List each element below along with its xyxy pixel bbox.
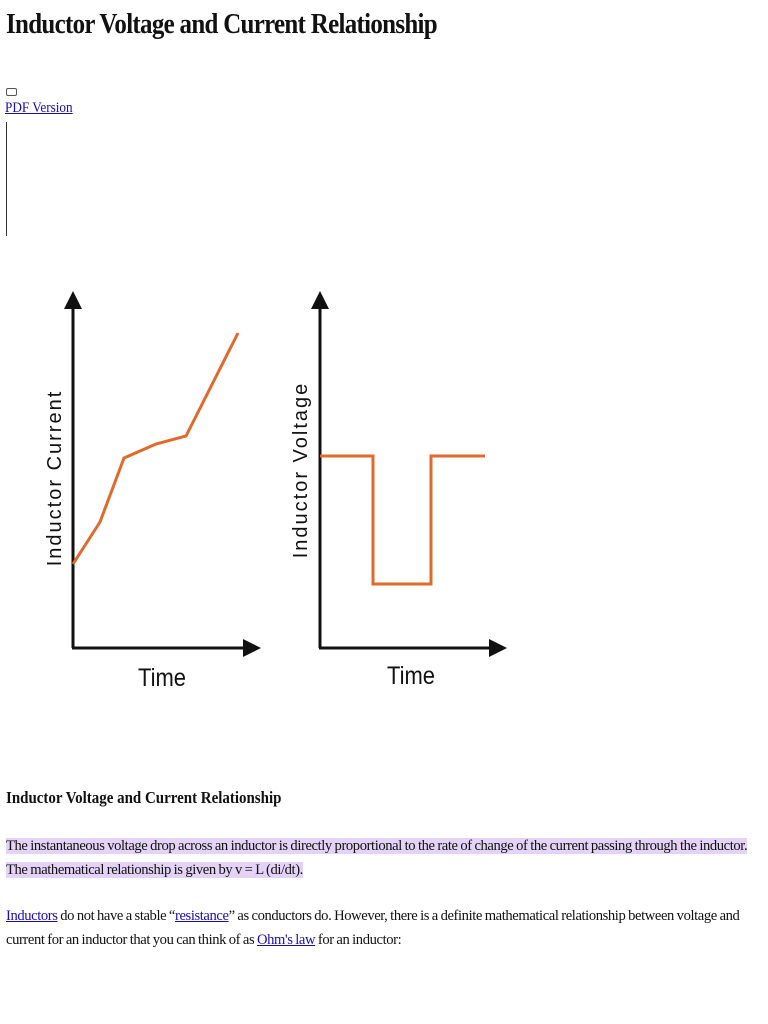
voltage-trace [320,454,485,586]
pdf-version-link[interactable]: PDF Version [5,100,73,116]
page-title: Inductor Voltage and Current Relationshi… [6,8,438,40]
current-chart: Inductor Current Time [44,291,261,692]
resistance-link[interactable]: resistance [175,908,229,924]
ohms-law-link[interactable]: Ohm's law [256,932,316,948]
section-heading: Inductor Voltage and Current Relationshi… [6,788,282,807]
voltage-ylabel: Inductor Voltage [290,382,312,559]
current-xlabel: Time [138,664,186,692]
paragraph-text-2: ” as conductors do. However, there is a … [6,908,740,948]
current-ylabel: Inductor Current [44,390,66,567]
paragraph-ohms-law: Inductors do not have a stable “resistan… [6,904,764,952]
divider-line [6,122,7,236]
inductor-figure: Inductor Current Time Inductor Voltage T… [40,286,520,706]
paragraph-text-1: do not have a stable “ [57,908,176,924]
inductors-link[interactable]: Inductors [6,908,58,924]
pdf-icon[interactable] [6,88,17,96]
paragraph-text-3: for an inductor: [315,932,402,948]
paragraph-voltage-drop: The instantaneous voltage drop across an… [6,834,761,882]
highlighted-text: The instantaneous voltage drop across an… [6,838,748,878]
current-trace [71,332,240,565]
voltage-chart: Inductor Voltage Time [290,291,507,690]
voltage-xlabel: Time [387,662,435,690]
inductor-graphs: Inductor Current Time Inductor Voltage T… [44,291,507,692]
